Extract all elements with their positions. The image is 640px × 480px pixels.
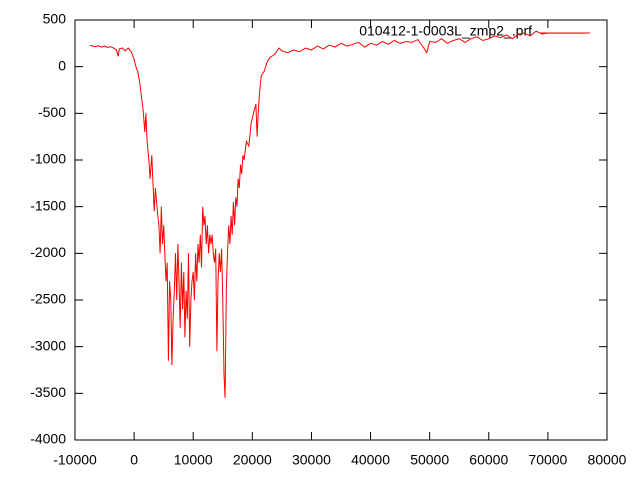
y-tick-label: -4000 — [30, 431, 66, 447]
y-tick-label: -500 — [38, 104, 66, 120]
x-tick-label: -10000 — [53, 452, 97, 468]
y-tick-label: -3500 — [30, 384, 66, 400]
data-line — [89, 30, 587, 399]
y-tick-label: -2000 — [30, 244, 66, 260]
x-tick-label: 40000 — [351, 452, 390, 468]
x-tick-label: 70000 — [528, 452, 567, 468]
y-tick-label: -1000 — [30, 151, 66, 167]
x-tick-label: 0 — [130, 452, 138, 468]
y-tick-label: -2500 — [30, 291, 66, 307]
x-tick-label: 30000 — [292, 452, 331, 468]
legend-label: 010412-1-0003L_zmp2_.prf — [359, 23, 532, 39]
x-tick-label: 60000 — [469, 452, 508, 468]
x-tick-label: 20000 — [233, 452, 272, 468]
plot-border — [74, 19, 608, 441]
y-tick-label: 500 — [43, 11, 67, 27]
x-tick-label: 10000 — [174, 452, 213, 468]
y-tick-label: -1500 — [30, 197, 66, 213]
x-tick-label: 50000 — [410, 452, 449, 468]
y-tick-label: -3000 — [30, 337, 66, 353]
x-tick-label: 80000 — [588, 452, 627, 468]
y-tick-label: 0 — [58, 57, 66, 73]
